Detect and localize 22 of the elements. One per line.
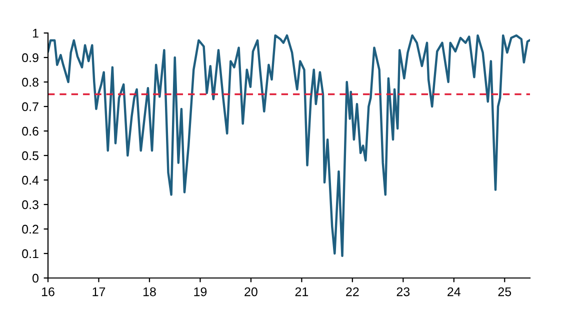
y-tick-label: 0.7: [22, 102, 38, 112]
x-tick-label: 20: [244, 287, 258, 296]
y-tick-label: 0.3: [22, 200, 38, 210]
x-tick-label: 18: [143, 287, 156, 296]
x-tick-label: 17: [92, 287, 106, 296]
x-tick-label: 23: [396, 287, 410, 296]
y-tick-label: 0.5: [22, 151, 38, 160]
y-tick-label: 0.6: [22, 126, 38, 136]
x-tick-label: 16: [42, 287, 54, 296]
y-tick-label: 0.1: [22, 249, 38, 258]
x-tick-label: 21: [295, 287, 308, 296]
y-tick-label: 0.8: [22, 78, 38, 87]
x-tick-label: 22: [346, 287, 359, 296]
x-tick-label: 19: [194, 287, 207, 296]
y-tick-label: 0.2: [22, 224, 38, 234]
y-tick-label: 0.9: [22, 53, 38, 62]
x-tick-label: 24: [448, 287, 460, 296]
y-tick-label: 0: [32, 274, 38, 283]
y-tick-label: 1: [32, 28, 38, 38]
line-series: [48, 34, 530, 258]
x-tick-label: 25: [498, 287, 512, 296]
y-tick-label: 0.4: [22, 176, 39, 185]
